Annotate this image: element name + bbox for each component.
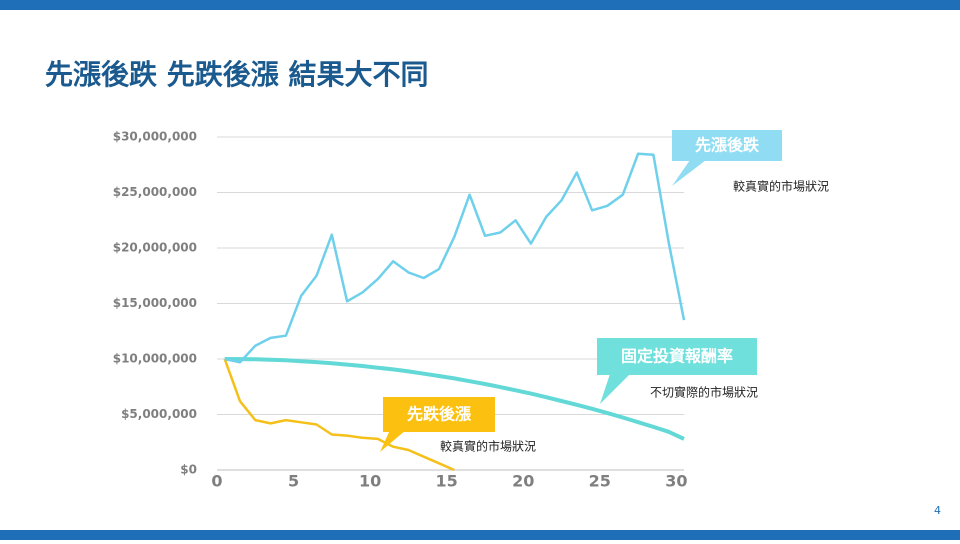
x-tick-label: 10	[359, 472, 381, 491]
slide-title: 先漲後跌 先跌後漲 結果大不同	[45, 58, 429, 91]
callout-pointer	[672, 160, 706, 186]
y-tick-label: $10,000,000	[113, 352, 197, 366]
series-line	[223, 358, 455, 472]
page-number: 4	[934, 504, 941, 517]
callout-pointer	[600, 374, 630, 404]
callout-label: 先漲後跌	[695, 136, 760, 155]
callout-box	[597, 338, 757, 375]
series-line	[224, 357, 685, 441]
x-tick-label: 20	[512, 472, 534, 491]
plot: $0 $5,000,000 $10,000,000 $15,000,000 $20,00…	[113, 130, 688, 491]
callout-note: 較真實的市場狀況	[440, 439, 536, 454]
y-tick-label: $30,000,000	[113, 130, 197, 144]
series-line	[224, 152, 686, 364]
y-tick-label: $25,000,000	[113, 185, 197, 199]
callout-box	[383, 397, 495, 432]
callout-pointer	[380, 430, 406, 452]
bottom-bar	[0, 530, 960, 540]
x-tick-label: 5	[288, 472, 299, 491]
callout-label: 先跌後漲	[407, 405, 472, 424]
x-tick-label: 30	[665, 472, 687, 491]
y-tick-label: $0	[180, 463, 197, 477]
callout-label: 固定投資報酬率	[621, 347, 733, 366]
callout-note: 不切實際的市場狀況	[650, 385, 758, 400]
callout-note: 較真實的市場狀況	[733, 179, 829, 194]
y-tick-label: $15,000,000	[113, 296, 197, 310]
x-tick-label: 25	[589, 472, 611, 491]
x-tick-label: 0	[211, 472, 222, 491]
top-bar	[0, 0, 960, 10]
x-tick-label: 15	[436, 472, 458, 491]
y-tick-label: $20,000,000	[113, 241, 197, 255]
callout-box	[672, 130, 782, 161]
y-tick-label: $5,000,000	[121, 407, 197, 421]
